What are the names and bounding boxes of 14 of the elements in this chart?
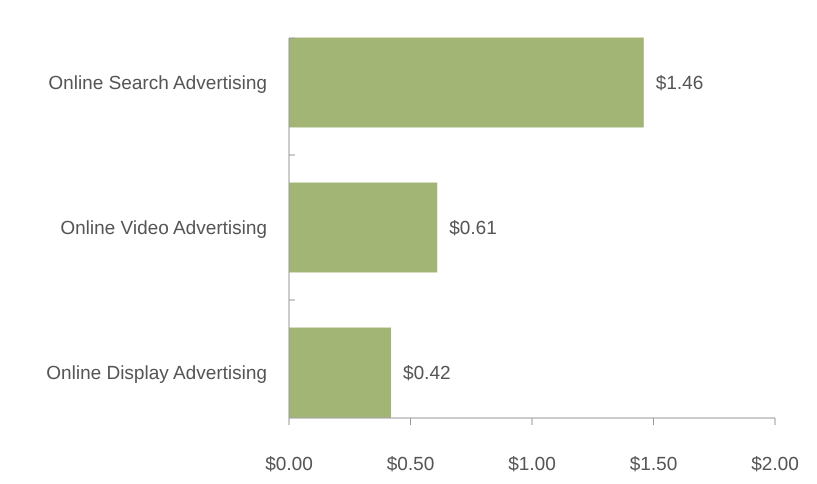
x-tick-label: $2.00	[751, 454, 799, 475]
x-tick-label: $0.00	[265, 454, 313, 475]
bar	[289, 328, 392, 418]
x-tick-label: $1.50	[630, 454, 678, 475]
bar	[289, 38, 644, 128]
y-tick-label: Online Video Advertising	[60, 218, 267, 240]
x-tick-label: $0.50	[386, 454, 434, 475]
x-tick-label: $1.00	[508, 454, 556, 475]
bar	[289, 182, 438, 272]
y-tick-label: Online Search Advertising	[48, 73, 267, 94]
data-label: $0.61	[449, 218, 497, 240]
data-label: $1.46	[656, 73, 704, 94]
y-tick-label: Online Display Advertising	[46, 363, 267, 384]
data-label: $0.42	[403, 363, 451, 384]
